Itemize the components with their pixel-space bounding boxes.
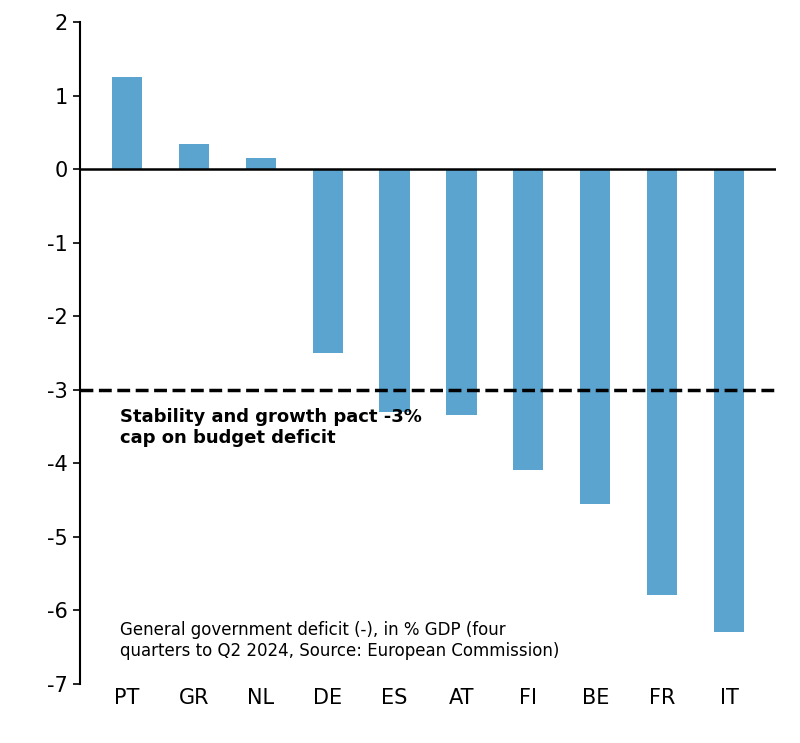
Text: General government deficit (-), in % GDP (four
quarters to Q2 2024, Source: Euro: General government deficit (-), in % GDP…: [120, 621, 559, 660]
Bar: [647, 169, 678, 595]
Bar: [112, 77, 142, 169]
Bar: [246, 158, 276, 169]
Bar: [446, 169, 477, 415]
Bar: [580, 169, 610, 504]
Bar: [178, 143, 209, 169]
Bar: [313, 169, 342, 353]
Bar: [514, 169, 543, 470]
Bar: [379, 169, 410, 412]
Text: Stability and growth pact -3%
cap on budget deficit: Stability and growth pact -3% cap on bud…: [120, 408, 422, 447]
Bar: [714, 169, 744, 632]
